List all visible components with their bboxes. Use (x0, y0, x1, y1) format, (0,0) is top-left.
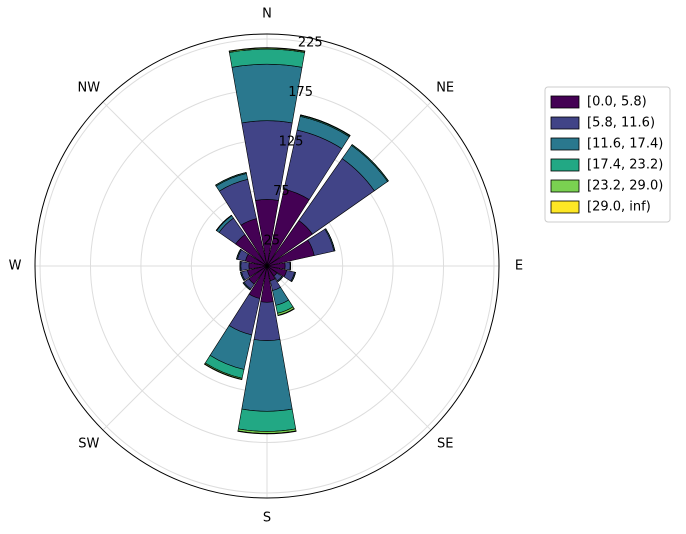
legend-label: [0.0, 5.8) (587, 95, 647, 110)
bar-segment (228, 47, 306, 52)
legend-label: [23.2, 29.0) (587, 179, 663, 194)
grid-spoke (102, 265, 268, 431)
bar-segment (284, 261, 291, 271)
bar-segment (240, 271, 245, 281)
bar-segment (237, 408, 297, 432)
bar-segment (203, 363, 243, 381)
legend-swatch (550, 116, 580, 130)
r-tick-label: 175 (288, 85, 313, 100)
legend-swatch (550, 200, 580, 214)
r-tick-label: 225 (298, 36, 323, 51)
direction-label: SW (78, 437, 99, 452)
r-tick-label: 75 (273, 184, 290, 199)
r-tick-label: 125 (279, 135, 304, 150)
legend-label: [29.0, inf) (587, 200, 651, 215)
outer-circle (34, 33, 500, 499)
direction-label: NE (436, 80, 454, 95)
r-tick-label: 25 (264, 234, 281, 249)
legend-swatch (550, 179, 580, 193)
direction-label: S (263, 511, 271, 526)
direction-label: W (9, 259, 22, 274)
direction-label: E (515, 259, 523, 274)
bar-segment (240, 261, 250, 271)
bar-segment (277, 308, 295, 317)
legend-swatch (550, 137, 580, 151)
legend-label: [5.8, 11.6) (587, 116, 655, 131)
legend-label: [17.4, 23.2) (587, 158, 663, 173)
direction-label: NW (78, 80, 101, 95)
bar-segment (291, 272, 296, 282)
direction-label: N (262, 7, 272, 22)
grid-spoke (266, 265, 432, 431)
bar-segment (241, 339, 293, 412)
bar-segment (351, 144, 389, 182)
direction-label: SE (437, 437, 453, 452)
legend-swatch (550, 95, 580, 109)
legend-label: [11.6, 17.4) (587, 137, 663, 152)
bar-segment (277, 276, 283, 282)
bar-segment (215, 214, 232, 231)
legend-swatch (550, 158, 580, 172)
bar-segment (237, 430, 297, 435)
bar-segment (215, 172, 247, 186)
